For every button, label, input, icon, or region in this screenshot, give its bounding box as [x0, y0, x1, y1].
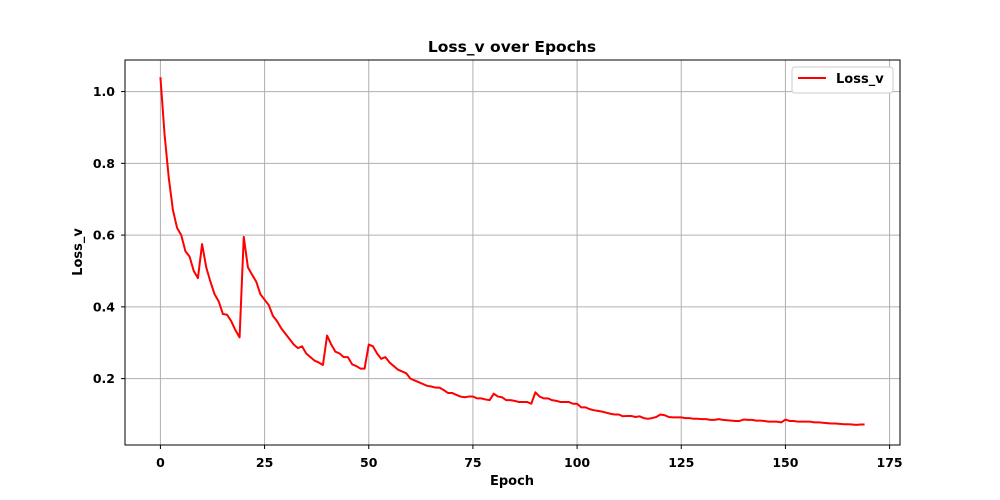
legend-label: Loss_v [836, 72, 884, 87]
y-axis: 0.2 0.4 0.6 0.8 1.0 [93, 84, 125, 386]
series-line-Loss_v [159, 77, 865, 426]
y-axis-label: Loss_v [71, 228, 86, 276]
x-tick-label: 50 [360, 455, 378, 470]
x-tick-label: 75 [464, 455, 481, 470]
y-tick-label: 0.4 [93, 299, 115, 314]
y-tick-label: 0.8 [93, 156, 115, 171]
y-tick-label: 0.2 [93, 371, 115, 386]
chart-title: Loss_v over Epochs [428, 38, 596, 56]
y-tick-label: 1.0 [93, 84, 115, 99]
x-tick-label: 25 [256, 455, 273, 470]
x-tick-label: 100 [564, 455, 590, 470]
grid [125, 60, 900, 445]
x-axis: 0 25 50 75 100 125 150 175 [156, 445, 903, 470]
legend: Loss_v [791, 66, 894, 94]
x-tick-label: 125 [668, 455, 694, 470]
x-tick-label: 0 [156, 455, 165, 470]
legend-box [791, 66, 894, 94]
x-tick-label: 150 [772, 455, 798, 470]
plot-frame [124, 59, 901, 446]
x-axis-label: Epoch [490, 474, 534, 489]
y-tick-label: 0.6 [93, 228, 115, 243]
series-layer [159, 77, 865, 426]
x-tick-label: 175 [877, 455, 903, 470]
